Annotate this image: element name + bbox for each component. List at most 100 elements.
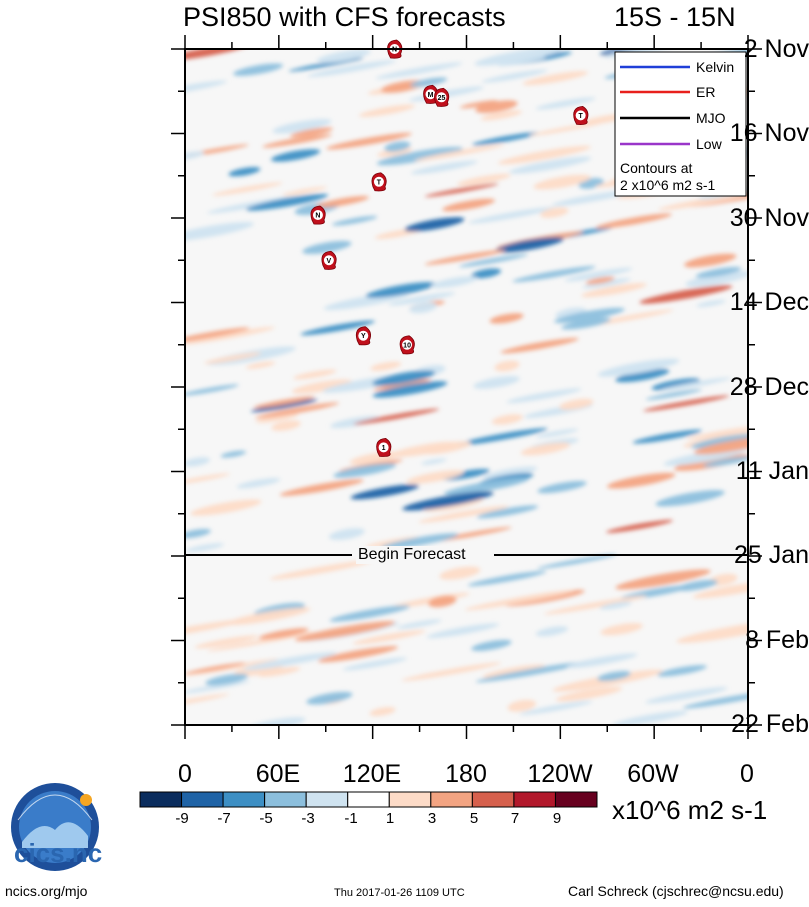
- anomaly-patch: [424, 249, 506, 265]
- anomaly-patch: [245, 361, 276, 369]
- anomaly-patch: [585, 276, 615, 285]
- anomaly-patch: [370, 361, 402, 371]
- anomaly-patch: [537, 554, 617, 569]
- anomaly-patch: [639, 285, 733, 304]
- anomaly-patch: [566, 653, 638, 669]
- anomaly-patch: [600, 623, 643, 636]
- x-tick-label: 120W: [527, 760, 593, 788]
- colorbar-swatch: [513, 791, 556, 808]
- anomaly-patch: [329, 605, 411, 622]
- anomaly-patch: [472, 132, 539, 146]
- colorbar-label: -5: [259, 810, 273, 827]
- storm-label: N: [315, 212, 320, 219]
- footer-left-link[interactable]: ncics.org/mjo: [5, 883, 88, 899]
- x-tick-label: 60E: [255, 760, 301, 788]
- anomaly-patch: [316, 49, 371, 63]
- anomaly-patch: [535, 428, 579, 438]
- anomaly-patch: [185, 384, 239, 396]
- colorbar-swatch: [264, 791, 307, 808]
- anomaly-patch: [468, 207, 555, 224]
- anomaly-patch: [433, 527, 512, 542]
- anomaly-patch: [365, 282, 437, 298]
- anomaly-patch: [306, 691, 353, 705]
- colorbar-label: 5: [469, 810, 479, 827]
- anomaly-patch: [506, 388, 582, 403]
- anomaly-patch: [377, 147, 413, 157]
- anomaly-patch: [512, 266, 596, 283]
- anomaly-patch: [233, 63, 283, 76]
- anomaly-patch: [288, 57, 364, 72]
- anomaly-patch: [352, 630, 426, 645]
- anomaly-patch: [595, 213, 672, 229]
- anomaly-patch: [421, 441, 471, 455]
- y-tick-label: 14 Dec: [729, 288, 809, 316]
- storm-marker: 10: [399, 335, 415, 355]
- anomaly-patch: [243, 652, 338, 671]
- anomaly-patch: [185, 680, 250, 694]
- anomaly-patch: [544, 595, 648, 615]
- anomaly-patch: [226, 607, 311, 625]
- y-tick-label: 22 Feb: [731, 710, 809, 738]
- anomaly-patch: [401, 662, 502, 681]
- colorbar-swatch: [139, 791, 183, 808]
- anomaly-patch: [375, 62, 463, 79]
- colorbar-label: 7: [510, 810, 520, 827]
- storm-label: T: [377, 179, 382, 186]
- anomaly-patch: [540, 207, 569, 218]
- anomaly-patch: [410, 160, 478, 175]
- anomaly-patch: [528, 122, 603, 136]
- anomaly-patch: [185, 457, 210, 467]
- anomaly-patch: [185, 693, 230, 709]
- anomaly-patch: [685, 270, 748, 287]
- colorbar-label: 1: [385, 810, 395, 827]
- anomaly-patch: [651, 378, 700, 391]
- colorbar-label: 3: [427, 810, 437, 827]
- anomaly-patch: [533, 174, 591, 190]
- anomaly-patch: [474, 49, 563, 66]
- anomaly-patch: [599, 601, 632, 610]
- storm-label: Y: [361, 333, 366, 340]
- anomaly-patch: [457, 428, 548, 446]
- anomaly-patch: [282, 186, 327, 196]
- anomaly-patch: [564, 267, 633, 282]
- anomaly-patch: [509, 156, 592, 174]
- anomaly-patch: [655, 490, 725, 507]
- colorbar-label: -9: [175, 810, 189, 827]
- anomaly-patch: [307, 60, 396, 77]
- colorbar-swatch: [347, 791, 390, 808]
- axis-ticks: [171, 35, 762, 739]
- anomaly-patch: [302, 240, 352, 255]
- anomaly-patch: [414, 144, 505, 162]
- storm-marker: T: [371, 172, 387, 192]
- anomaly-patch: [645, 687, 728, 704]
- anomaly-patch: [272, 119, 332, 134]
- anomaly-patch: [372, 381, 448, 398]
- anomaly-patch: [457, 173, 511, 186]
- anomaly-patch: [476, 505, 539, 519]
- anomaly-patch: [561, 317, 611, 330]
- y-tick-label: 2 Nov: [743, 35, 809, 63]
- x-tick-label: 60W: [627, 760, 679, 788]
- anomaly-patch: [606, 472, 676, 489]
- anomaly-patch: [658, 193, 748, 211]
- anomaly-patch: [643, 395, 730, 412]
- anomaly-patch: [185, 222, 254, 242]
- anomaly-patch: [535, 626, 568, 637]
- storm-label: V: [327, 258, 332, 265]
- anomaly-patch: [645, 389, 702, 400]
- anomaly-patch: [439, 566, 481, 580]
- anomaly-patch: [185, 619, 246, 639]
- anomaly-patch: [659, 377, 731, 391]
- anomaly-patch: [384, 141, 411, 152]
- anomaly-patch: [350, 484, 420, 500]
- anomaly-patch: [258, 667, 301, 677]
- anomaly-patch: [185, 543, 224, 552]
- anomaly-patch: [372, 378, 432, 391]
- anomaly-patch: [406, 470, 465, 484]
- anomaly-patch: [519, 700, 593, 715]
- x-tick-label: 0: [178, 760, 192, 788]
- anomaly-patch: [185, 49, 249, 61]
- anomaly-patch: [396, 619, 442, 629]
- region-label: 15S - 15N: [614, 2, 736, 32]
